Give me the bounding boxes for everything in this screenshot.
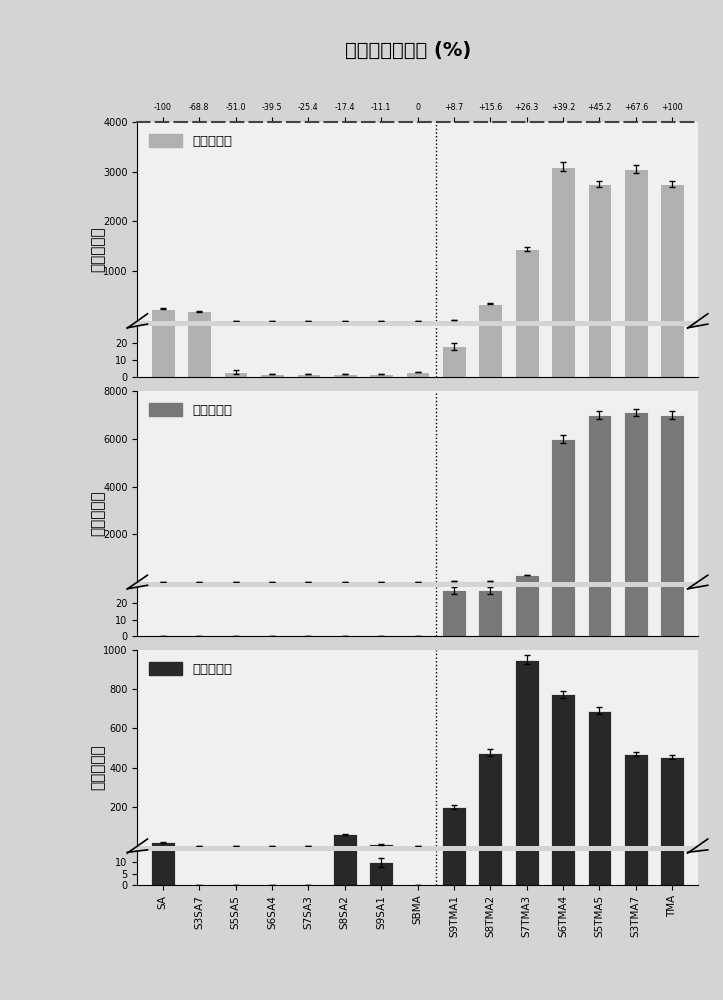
Bar — [479, 304, 502, 321]
Bar — [551, 167, 575, 321]
Bar — [551, 694, 575, 846]
Bar — [660, 415, 684, 582]
Bar — [515, 660, 539, 846]
Bar — [624, 754, 648, 846]
Bar — [442, 346, 466, 377]
Bar — [588, 415, 611, 582]
Bar — [588, 711, 611, 846]
Bar — [551, 0, 575, 636]
Bar — [515, 249, 539, 321]
Bar — [151, 840, 175, 885]
Bar — [660, 0, 684, 885]
Bar — [369, 862, 393, 885]
Bar — [187, 311, 211, 321]
Bar — [442, 590, 466, 636]
Legend: 红血球吸附: 红血球吸附 — [144, 398, 238, 422]
Bar — [151, 309, 175, 321]
Bar — [624, 169, 648, 321]
Bar — [260, 374, 284, 377]
Bar — [660, 0, 684, 377]
Text: 血小板吸附: 血小板吸附 — [90, 227, 105, 272]
Bar — [406, 372, 429, 377]
Text: 双离子电荷偏差 (%): 双离子电荷偏差 (%) — [346, 40, 471, 60]
Bar — [296, 374, 320, 377]
Text: 白血球吸附: 白血球吸附 — [90, 745, 105, 790]
Bar — [515, 575, 539, 582]
Bar — [151, 842, 175, 846]
Bar — [660, 0, 684, 636]
Bar — [151, 0, 175, 377]
Bar — [187, 54, 211, 377]
Bar — [479, 590, 502, 636]
Bar — [442, 433, 466, 885]
Bar — [660, 184, 684, 321]
Legend: 白血球吸附: 白血球吸附 — [144, 657, 238, 681]
Bar — [369, 374, 393, 377]
Bar — [660, 757, 684, 846]
Bar — [333, 749, 356, 885]
Bar — [551, 0, 575, 377]
Bar — [515, 147, 539, 636]
Bar — [588, 184, 611, 321]
Bar — [479, 753, 502, 846]
Bar — [624, 412, 648, 582]
Bar — [588, 0, 611, 377]
Bar — [551, 0, 575, 885]
Bar — [479, 0, 502, 885]
Bar — [588, 0, 611, 636]
Bar — [224, 372, 247, 377]
Text: 红血球吸附: 红血球吸附 — [90, 491, 105, 536]
Bar — [624, 0, 648, 377]
Bar — [551, 439, 575, 582]
Bar — [369, 844, 393, 846]
Bar — [515, 0, 539, 885]
Bar — [588, 0, 611, 885]
Legend: 血小板吸附: 血小板吸附 — [144, 129, 238, 153]
Bar — [333, 834, 356, 846]
Bar — [624, 0, 648, 885]
Bar — [479, 0, 502, 377]
Bar — [333, 374, 356, 377]
Bar — [442, 807, 466, 846]
Bar — [624, 0, 648, 636]
Bar — [515, 0, 539, 377]
